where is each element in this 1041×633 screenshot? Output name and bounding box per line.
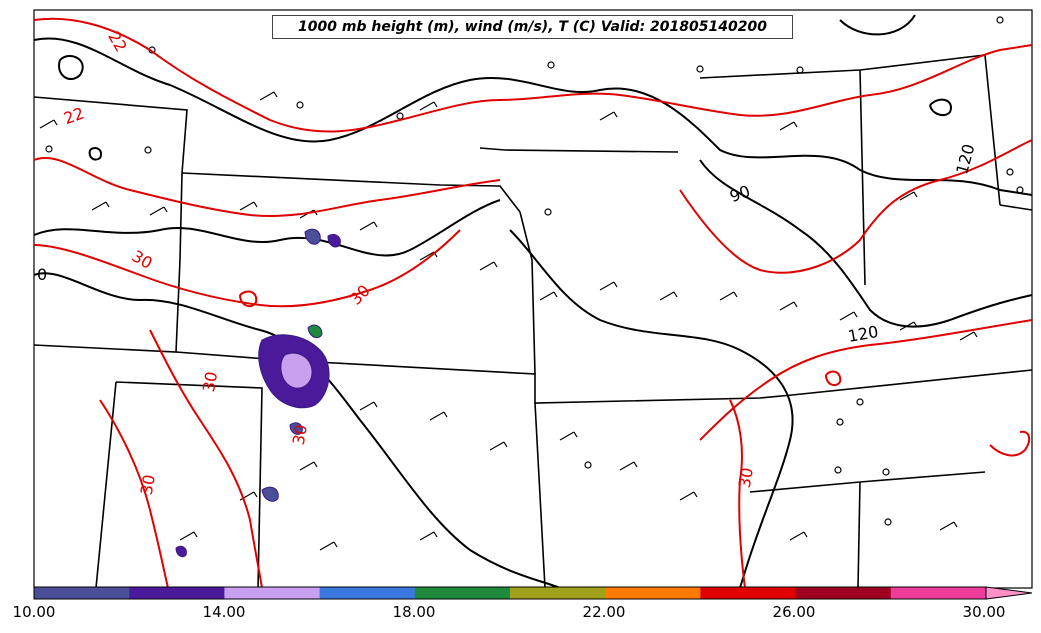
colorbar-segment bbox=[224, 587, 321, 599]
colorbar-segment bbox=[319, 587, 416, 599]
shading-patches bbox=[175, 228, 341, 558]
colorbar-tick-label: 18.00 bbox=[392, 603, 436, 621]
colorbar-segment bbox=[795, 587, 892, 599]
temp-contour-label: 30 bbox=[289, 423, 311, 446]
temp-contour-label: 30 bbox=[735, 466, 757, 489]
colorbar-segment bbox=[129, 587, 225, 599]
colorbar-tick-label: 30.00 bbox=[962, 603, 1006, 621]
colorbar-segment bbox=[890, 587, 987, 599]
temperature-contours bbox=[33, 17, 1033, 589]
temp-contour-label: 30 bbox=[199, 370, 221, 393]
colorbar-segment bbox=[605, 587, 701, 599]
state-boundaries bbox=[33, 54, 1033, 589]
colorbar bbox=[34, 587, 987, 599]
colorbar-frame bbox=[33, 586, 987, 600]
colorbar-tick-label: 14.00 bbox=[202, 603, 246, 621]
colorbar-segment bbox=[510, 587, 606, 599]
colorbar-tick-label: 10.00 bbox=[12, 603, 56, 621]
colorbar-segment bbox=[700, 587, 797, 599]
colorbar-extend-arrow bbox=[985, 586, 1033, 600]
height-contour-label: 0 bbox=[37, 265, 47, 284]
colorbar-segment bbox=[414, 587, 511, 599]
colorbar-tick-label: 22.00 bbox=[582, 603, 626, 621]
temp-contour-label: 30 bbox=[137, 473, 159, 496]
colorbar-tick-label: 26.00 bbox=[772, 603, 816, 621]
calm-markers bbox=[45, 16, 1024, 526]
map-title: 1000 mb height (m), wind (m/s), T (C) Va… bbox=[272, 15, 793, 39]
colorbar-segment bbox=[34, 587, 130, 599]
wind-barbs bbox=[39, 91, 978, 551]
